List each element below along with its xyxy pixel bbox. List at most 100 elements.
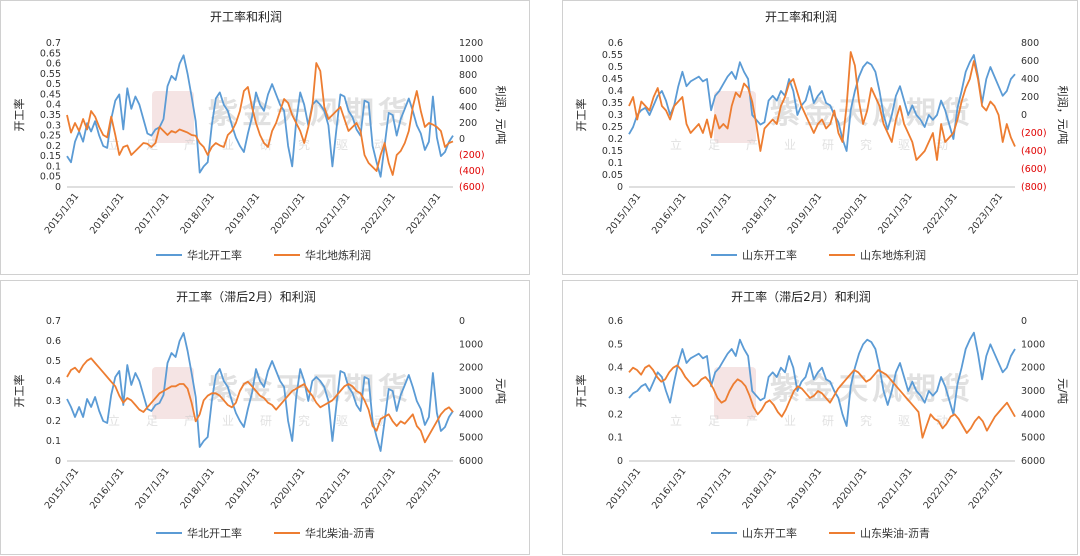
left-tick-label: 0.5: [46, 356, 61, 367]
x-tick-label: 2023/1/31: [405, 191, 444, 236]
right-tick-label: 6000: [459, 456, 483, 467]
right-tick-label: (600): [459, 182, 485, 193]
right-tick-label: 800: [459, 70, 477, 81]
right-axis-label: 利润，元/吨: [494, 86, 508, 145]
left-tick-label: 0.05: [40, 172, 61, 183]
right-tick-label: 600: [1021, 56, 1039, 67]
right-axis-label: 元/吨: [1056, 378, 1069, 404]
right-tick-label: (200): [1021, 128, 1047, 139]
legend-label: 山东开工率: [742, 248, 797, 262]
left-tick-label: 0.7: [46, 38, 61, 49]
chart-title: 开工率和利润: [210, 9, 282, 24]
legend-label: 华北开工率: [187, 248, 242, 262]
left-tick-label: 0.4: [608, 363, 623, 374]
right-tick-label: 3000: [1021, 386, 1045, 397]
x-tick-label: 2023/1/31: [967, 466, 1006, 511]
x-tick-label: 2016/1/31: [88, 466, 127, 511]
right-tick-label: 2000: [1021, 363, 1045, 374]
left-tick-label: 0.65: [40, 48, 61, 59]
left-tick-label: 0.7: [46, 316, 61, 327]
chart-panel-shandong-profit: 开工率和利润 紫金天风期货 立足产业研究驱动 0 0.05 0.1 0.15 0.2 0.25 0…: [562, 0, 1078, 275]
right-tick-label: 400: [459, 102, 477, 113]
left-tick-label: 0.3: [608, 110, 623, 121]
x-tick-label: 2018/1/31: [178, 191, 217, 236]
left-tick-label: 0.3: [608, 386, 623, 397]
left-tick-label: 0.1: [46, 161, 61, 172]
left-tick-label: 0.5: [46, 79, 61, 90]
left-tick-label: 0.15: [602, 146, 623, 157]
right-tick-label: 1000: [1021, 339, 1045, 350]
chart-svg-north-china-lagged: 开工率（滞后2月）和利润紫金天风期货立足产业研究驱动00.10.20.30.40…: [12, 289, 507, 540]
right-tick-label: 3000: [459, 386, 483, 397]
left-tick-label: 0.15: [40, 151, 61, 162]
x-tick-label: 2019/1/31: [224, 191, 263, 236]
x-tick-label: 2020/1/31: [269, 191, 308, 236]
left-tick-label: 0.4: [608, 86, 623, 97]
x-tick-label: 2023/1/31: [967, 191, 1006, 236]
right-tick-label: 5000: [1021, 433, 1045, 444]
left-axis-label: 开工率: [574, 99, 588, 132]
chart-title: 开工率和利润: [765, 9, 837, 24]
legend-label: 山东开工率: [742, 526, 797, 540]
right-tick-label: 0: [1021, 110, 1027, 121]
x-tick-label: 2020/1/31: [831, 466, 870, 511]
right-tick-label: 2000: [459, 363, 483, 374]
x-tick-label: 2015/1/31: [43, 466, 82, 511]
x-tick-label: 2016/1/31: [650, 191, 689, 236]
x-tick-label: 2015/1/31: [43, 191, 82, 236]
x-tick-label: 2015/1/31: [605, 191, 644, 236]
chart-svg-north-china-profit: 开工率和利润紫金天风期货立足产业研究驱动00.050.10.150.20.250…: [12, 9, 508, 262]
left-tick-label: 0.5: [608, 339, 623, 350]
left-tick-label: 0.5: [608, 62, 623, 73]
right-tick-label: 600: [459, 86, 477, 97]
x-tick-label: 2021/1/31: [876, 191, 915, 236]
x-tick-label: 2018/1/31: [740, 191, 779, 236]
x-tick-label: 2021/1/31: [314, 466, 353, 511]
legend-label: 山东柴油-沥青: [860, 526, 930, 540]
x-tick-label: 2015/1/31: [605, 466, 644, 511]
legend-label: 山东地炼利润: [860, 248, 926, 262]
left-tick-label: 0.3: [46, 120, 61, 131]
right-tick-label: 6000: [1021, 456, 1045, 467]
left-tick-label: 0.1: [608, 433, 623, 444]
watermark-seal: [714, 367, 756, 419]
legend-label: 华北地炼利润: [305, 248, 371, 262]
left-tick-label: 0.25: [40, 131, 61, 142]
x-tick-label: 2019/1/31: [786, 191, 825, 236]
x-tick-label: 2016/1/31: [650, 466, 689, 511]
right-tick-label: 400: [1021, 74, 1039, 85]
left-tick-label: 0: [55, 182, 61, 193]
watermark-seal: [152, 367, 194, 419]
right-tick-label: 800: [1021, 38, 1039, 49]
left-axis-label: 开工率: [12, 375, 26, 408]
x-tick-label: 2020/1/31: [831, 191, 870, 236]
watermark-subtitle: 立足产业研究驱动: [670, 413, 974, 428]
left-tick-label: 0.2: [608, 409, 623, 420]
left-tick-label: 0: [617, 182, 623, 193]
series-line-0: [628, 54, 1016, 152]
left-tick-label: 0.2: [46, 141, 61, 152]
right-tick-label: 4000: [459, 409, 483, 420]
right-tick-label: 1200: [459, 38, 483, 49]
right-tick-label: 0: [459, 134, 465, 145]
right-axis-label: 利润，元/吨: [1056, 86, 1070, 145]
chart-title: 开工率（滞后2月）和利润: [176, 289, 316, 304]
x-tick-label: 2018/1/31: [178, 466, 217, 511]
series-line-0: [66, 332, 454, 452]
x-tick-label: 2019/1/31: [224, 466, 263, 511]
x-tick-label: 2017/1/31: [695, 466, 734, 511]
right-tick-label: 200: [1021, 92, 1039, 103]
left-tick-label: 0.45: [40, 89, 61, 100]
left-tick-label: 0.6: [46, 59, 61, 70]
left-tick-label: 0.4: [46, 376, 61, 387]
left-tick-label: 0.35: [602, 98, 623, 109]
left-axis-label: 开工率: [12, 99, 26, 132]
left-tick-label: 0.35: [40, 110, 61, 121]
x-tick-label: 2022/1/31: [359, 191, 398, 236]
chart-title: 开工率（滞后2月）和利润: [731, 289, 871, 304]
series-line-1: [66, 62, 454, 176]
left-tick-label: 0.6: [46, 336, 61, 347]
left-tick-label: 0: [55, 456, 61, 467]
right-tick-label: (200): [459, 150, 485, 161]
left-tick-label: 0.55: [40, 69, 61, 80]
